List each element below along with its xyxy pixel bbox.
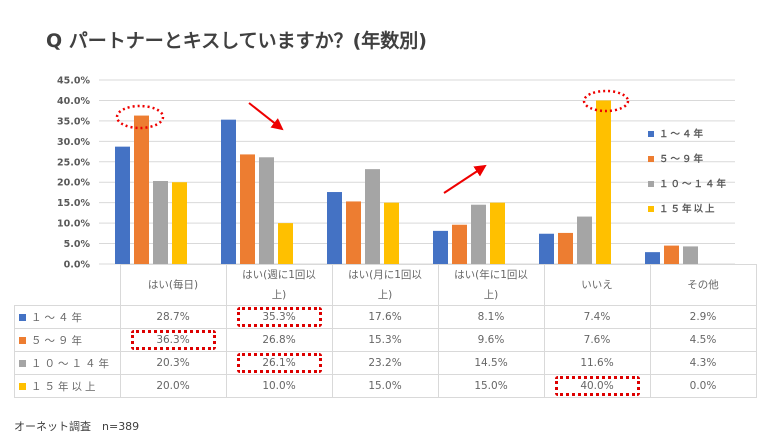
- table-cell: 9.6%: [437, 328, 545, 352]
- table-cell: 11.6%: [543, 351, 651, 375]
- bar: [278, 223, 293, 264]
- bar: [433, 230, 448, 264]
- bar: [490, 202, 505, 264]
- legend-label: ５～９年: [659, 153, 705, 165]
- bar: [664, 245, 679, 264]
- table-cell: 17.6%: [331, 305, 439, 329]
- category-label: いいえ: [543, 264, 651, 306]
- highlight-circle: [115, 104, 165, 130]
- legend-swatch: [19, 313, 26, 321]
- bar: [259, 157, 274, 264]
- table-cell: 15.0%: [331, 374, 439, 398]
- table-cell: 2.9%: [649, 305, 757, 329]
- legend-swatch: [648, 181, 654, 187]
- table-header-row: はい(毎日) はい(週に1回以 上) はい(月に1回以 上) はい(年に1回以 上) いいえそ…: [14, 264, 757, 306]
- table-cell: 14.5%: [437, 351, 545, 375]
- survey-note: オーネット調査 n=389: [14, 420, 140, 433]
- table-cell: 7.6%: [543, 328, 651, 352]
- y-tick-label: 40.0%: [57, 96, 90, 107]
- table-cell: 40.0%: [543, 374, 651, 398]
- bar: [172, 182, 187, 264]
- legend-swatch: [648, 131, 654, 137]
- table-cell: 15.3%: [331, 328, 439, 352]
- bar: [471, 204, 486, 264]
- table-cell: 8.1%: [437, 305, 545, 329]
- bar: [384, 202, 399, 264]
- bar: [153, 180, 168, 264]
- bar: [240, 154, 255, 264]
- table-cell: 10.0%: [225, 374, 333, 398]
- table-cell: 23.2%: [331, 351, 439, 375]
- category-label: はい(毎日): [119, 264, 227, 306]
- bar: [558, 232, 573, 264]
- category-label: はい(年に1回以 上): [437, 264, 545, 306]
- legend-label: １～４年: [659, 128, 705, 140]
- category-label: はい(月に1回以 上): [331, 264, 439, 306]
- category-label: はい(週に1回以 上): [225, 264, 333, 306]
- y-tick-label: 35.0%: [57, 116, 90, 127]
- bar: [346, 201, 361, 264]
- bar: [645, 252, 660, 264]
- table-cell: 4.3%: [649, 351, 757, 375]
- bar: [683, 246, 698, 264]
- highlight-box: [554, 376, 640, 396]
- bar: [596, 100, 611, 264]
- highlight-box: [130, 330, 216, 350]
- legend-swatch: [19, 359, 26, 367]
- table-cell: 35.3%: [225, 305, 333, 329]
- bar: [539, 233, 554, 264]
- y-tick-label: 20.0%: [57, 178, 90, 189]
- bar: [115, 146, 130, 264]
- table-cell: 20.3%: [119, 351, 227, 375]
- bar: [327, 192, 342, 264]
- arrow-icon: [443, 164, 487, 194]
- bar: [577, 216, 592, 264]
- table-cell: 26.1%: [225, 351, 333, 375]
- highlight-box: [236, 307, 322, 327]
- table-row: ５～９年 36.3% 26.8% 15.3% 9.6% 7.6% 4.5%: [14, 328, 757, 352]
- series-name: １５年以上: [31, 380, 99, 393]
- legend-swatch: [19, 382, 26, 390]
- bar: [134, 115, 149, 264]
- table-cell: 4.5%: [649, 328, 757, 352]
- y-tick-label: 15.0%: [57, 198, 90, 209]
- y-tick-label: 25.0%: [57, 157, 90, 168]
- chart-title: Q パートナーとキスしていますか？(年数別): [46, 30, 427, 52]
- legend-label: １０～１４年: [659, 178, 728, 190]
- table-row: １０～１４年 20.3% 26.1% 23.2% 14.5% 11.6% 4.3%: [14, 351, 757, 375]
- legend-swatch: [648, 156, 654, 162]
- highlight-box: [236, 353, 322, 373]
- legend-swatch: [19, 336, 26, 344]
- bar: [221, 119, 236, 264]
- table-cell: 28.7%: [119, 305, 227, 329]
- legend-label: １５年以上: [659, 203, 717, 215]
- data-table: はい(毎日) はい(週に1回以 上) はい(月に1回以 上) はい(年に1回以 上) いいえそ…: [14, 264, 757, 398]
- table-cell: 36.3%: [119, 328, 227, 352]
- series-name: １～４年: [31, 311, 85, 324]
- table-cell: 0.0%: [649, 374, 757, 398]
- table-cell: 15.0%: [437, 374, 545, 398]
- table-row: １５年以上 20.0% 10.0% 15.0% 15.0% 40.0% 0.0%: [14, 374, 757, 398]
- legend-swatch: [648, 206, 654, 212]
- y-tick-label: 5.0%: [64, 239, 91, 250]
- table-cell: 7.4%: [543, 305, 651, 329]
- y-tick-label: 30.0%: [57, 137, 90, 148]
- arrow-icon: [248, 102, 284, 131]
- category-label: その他: [649, 264, 757, 306]
- highlight-circle: [582, 89, 630, 113]
- y-tick-label: 10.0%: [57, 219, 90, 230]
- series-name: １０～１４年: [31, 357, 112, 370]
- table-cell: 20.0%: [119, 374, 227, 398]
- y-tick-label: 45.0%: [57, 76, 90, 87]
- bar: [452, 224, 467, 264]
- table-row: １～４年 28.7% 35.3% 17.6% 8.1% 7.4% 2.9%: [14, 305, 757, 329]
- table-cell: 26.8%: [225, 328, 333, 352]
- bar: [365, 169, 380, 264]
- series-name: ５～９年: [31, 334, 85, 347]
